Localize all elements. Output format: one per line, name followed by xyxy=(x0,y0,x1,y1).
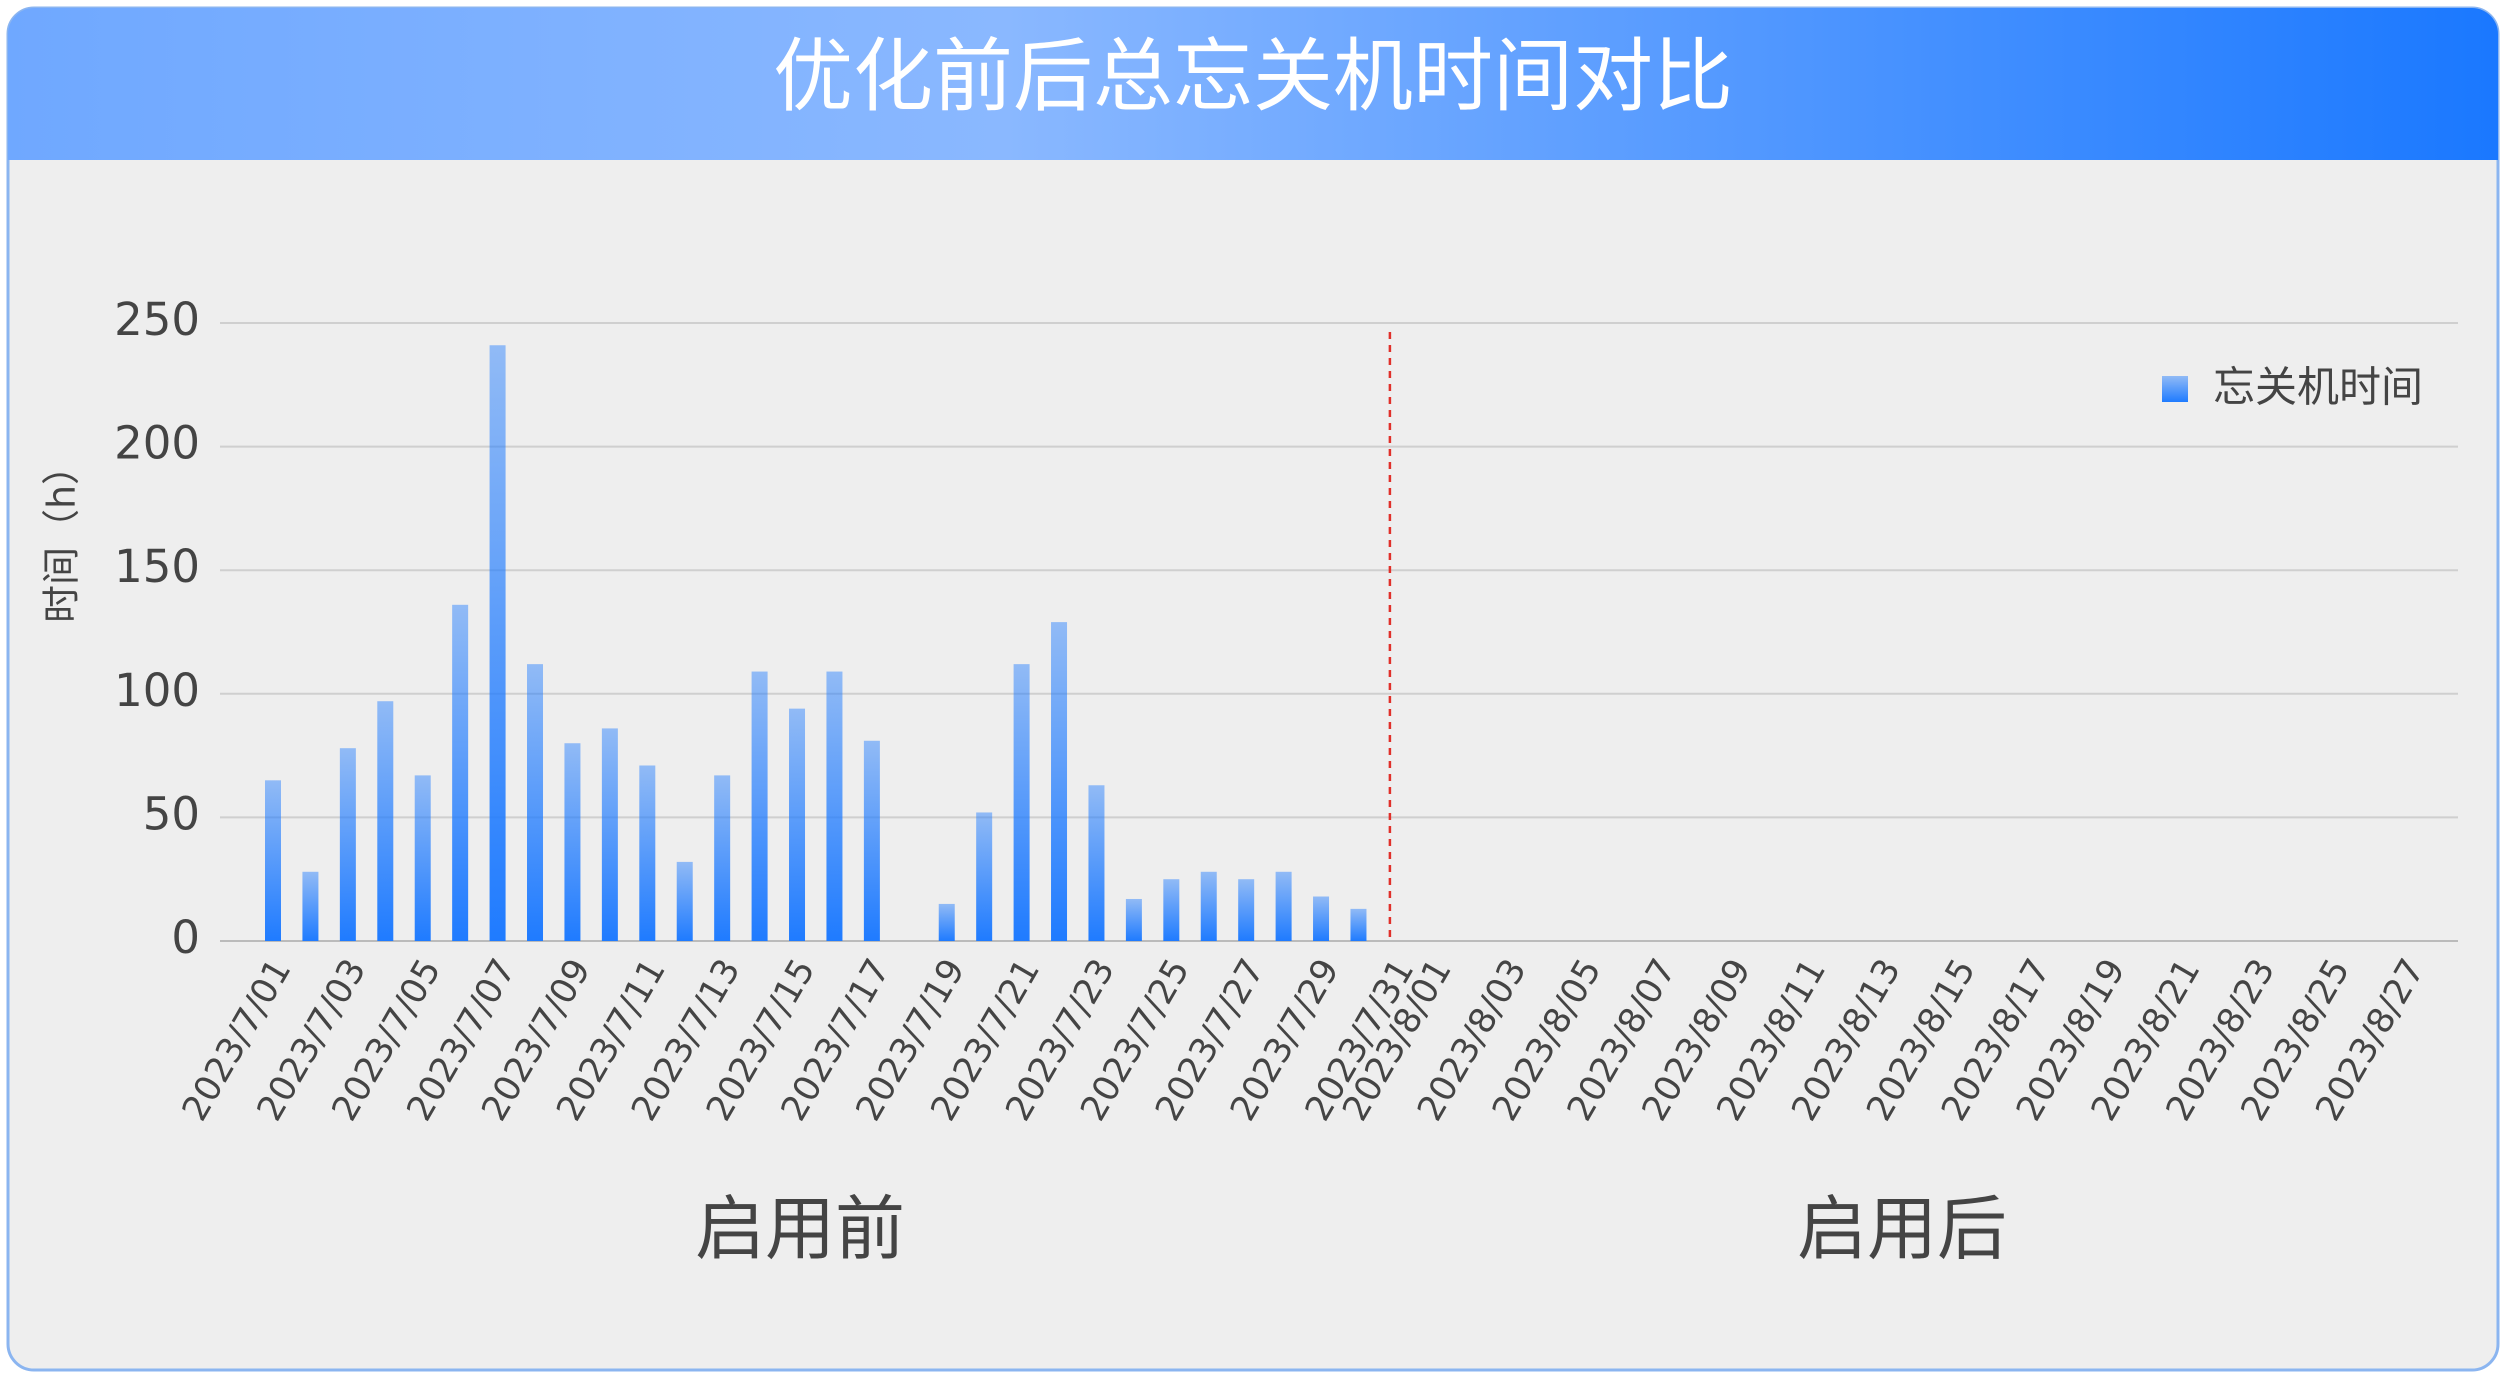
bar xyxy=(976,812,993,941)
bar xyxy=(414,775,431,941)
y-tick-label: 200 xyxy=(114,417,200,470)
chart-title: 优化前后总忘关机时间对比 xyxy=(773,30,1733,123)
bar xyxy=(1350,908,1367,941)
bar xyxy=(452,604,469,941)
y-tick-label: 0 xyxy=(171,911,200,964)
header xyxy=(8,8,2498,160)
bar xyxy=(564,743,581,941)
bar xyxy=(527,664,544,941)
y-tick-label: 150 xyxy=(114,540,200,593)
bar xyxy=(789,708,806,941)
bar xyxy=(863,740,880,941)
bar xyxy=(714,775,731,941)
bar xyxy=(265,780,281,941)
bar xyxy=(1051,622,1068,941)
bar xyxy=(1238,879,1255,941)
y-tick-label: 250 xyxy=(114,293,200,346)
y-tick-label: 50 xyxy=(143,787,200,840)
bar xyxy=(1088,785,1105,941)
bar xyxy=(1313,896,1330,941)
bar xyxy=(938,903,955,941)
bar xyxy=(339,748,356,941)
bar xyxy=(1163,879,1180,941)
y-axis-label: 时间（h） xyxy=(40,447,84,623)
bar xyxy=(489,345,506,941)
bar xyxy=(601,728,618,941)
bar xyxy=(1275,871,1292,941)
bar xyxy=(1125,898,1142,941)
bar xyxy=(302,871,319,941)
bar xyxy=(676,861,693,941)
bar xyxy=(826,671,843,941)
y-tick-label: 100 xyxy=(114,664,200,717)
bar xyxy=(639,765,656,941)
annotation: 启用后 xyxy=(1797,1188,2007,1270)
legend-label: 忘关机时间 xyxy=(2213,363,2423,412)
legend-swatch xyxy=(2162,376,2188,402)
bar xyxy=(751,671,768,941)
bar xyxy=(1013,664,1030,941)
card xyxy=(6,6,2500,1372)
bar xyxy=(377,701,394,941)
bar xyxy=(1200,871,1217,941)
annotation: 启用前 xyxy=(695,1188,905,1270)
